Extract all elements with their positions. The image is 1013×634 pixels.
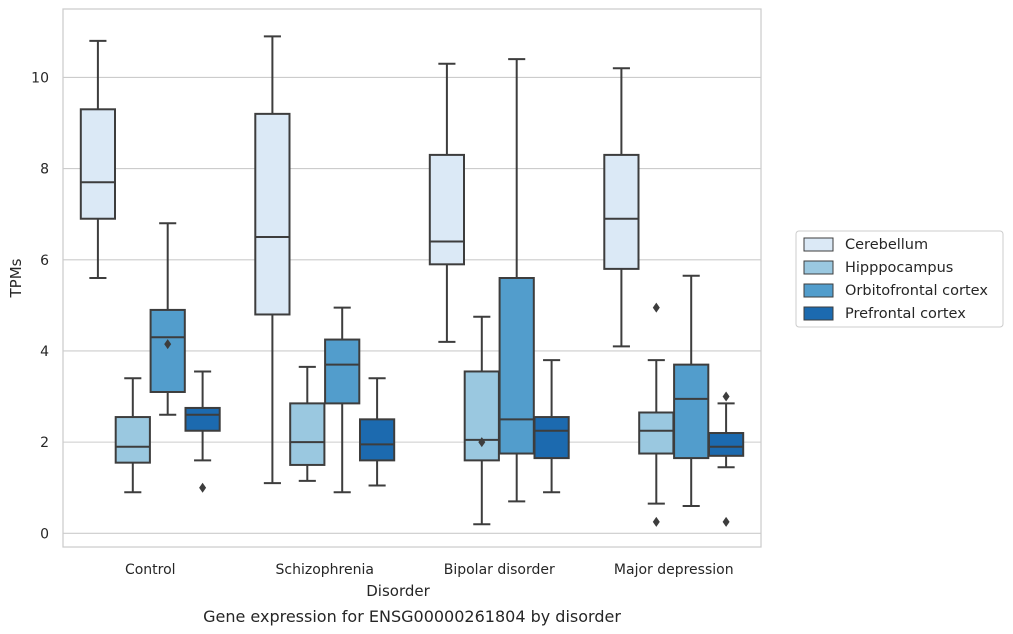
legend: Cerebellum Hipppocampus Orbitofrontal cort…: [795, 230, 1004, 328]
box-body: [289, 402, 326, 466]
legend-item: Hipppocampus: [803, 260, 953, 276]
legend-label: Orbitofrontal cortex: [845, 283, 988, 299]
legend-label: Hipppocampus: [845, 260, 953, 276]
box-body: [114, 416, 151, 464]
y-tick-label: 8: [40, 162, 49, 178]
box-body: [79, 108, 117, 220]
box-body: [673, 363, 710, 460]
box-0-2: [428, 62, 466, 343]
outlier-point: [722, 516, 730, 527]
y-tick-label: 2: [40, 435, 49, 451]
legend-frame: [795, 230, 1004, 328]
outlier-point: [652, 516, 660, 527]
x-axis-ticks: Control Schizophrenia Bipolar disorder Majo…: [125, 562, 734, 578]
box-body: [254, 112, 291, 316]
box-3-3: [707, 391, 745, 527]
box-1-2: [463, 315, 500, 526]
box-0-3: [603, 67, 640, 348]
box-3-0: [184, 370, 221, 493]
legend-item: Prefrontal cortex: [803, 306, 966, 322]
x-tick-label: Schizophrenia: [276, 562, 374, 578]
box-3-2: [533, 359, 570, 494]
outlier-point: [164, 339, 172, 350]
box-body: [358, 418, 396, 462]
box-body: [149, 308, 186, 393]
outlier-point: [722, 391, 730, 402]
y-axis-title: TPMs: [7, 258, 25, 298]
box-body: [184, 406, 221, 432]
x-tick-label: Control: [125, 562, 176, 578]
legend-swatch: [803, 283, 834, 298]
box-2-2: [498, 58, 535, 503]
plot-frame: [62, 8, 762, 548]
x-tick-label: Major depression: [614, 562, 734, 578]
y-tick-label: 0: [40, 526, 49, 542]
box-3-1: [358, 377, 396, 487]
box-2-0: [149, 222, 186, 416]
box-1-1: [289, 365, 326, 482]
legend-label: Cerebellum: [845, 237, 928, 253]
box-body: [638, 411, 675, 455]
legend-item: Orbitofrontal cortex: [803, 283, 988, 299]
y-tick-label: 6: [40, 253, 49, 269]
x-tick-label: Bipolar disorder: [444, 562, 555, 578]
y-tick-label: 4: [40, 344, 49, 360]
y-axis-ticks: 0 2 4 6 8 10: [31, 70, 49, 542]
box-plot-area: [79, 35, 745, 527]
box-body: [428, 153, 466, 266]
legend-label: Prefrontal cortex: [845, 306, 966, 322]
y-tick-label: 10: [31, 70, 49, 86]
legend-item: Cerebellum: [803, 237, 928, 253]
x-axis-title: Disorder: [366, 582, 430, 600]
outlier-point: [199, 482, 207, 493]
legend-swatch: [803, 306, 834, 321]
box-body: [324, 338, 361, 405]
box-body: [603, 153, 640, 270]
outlier-point: [478, 437, 486, 448]
box-0-0: [79, 39, 117, 279]
box-body: [707, 432, 745, 457]
box-body: [533, 416, 570, 460]
box-body: [498, 277, 535, 455]
box-2-3: [673, 274, 710, 507]
outlier-point: [652, 302, 660, 313]
box-1-0: [114, 377, 151, 494]
box-0-1: [254, 35, 291, 485]
legend-swatch: [803, 237, 834, 252]
chart-caption: Gene expression for ENSG00000261804 by d…: [203, 607, 621, 626]
box-2-1: [324, 306, 361, 494]
legend-swatch: [803, 260, 834, 275]
box-1-3: [638, 302, 675, 527]
